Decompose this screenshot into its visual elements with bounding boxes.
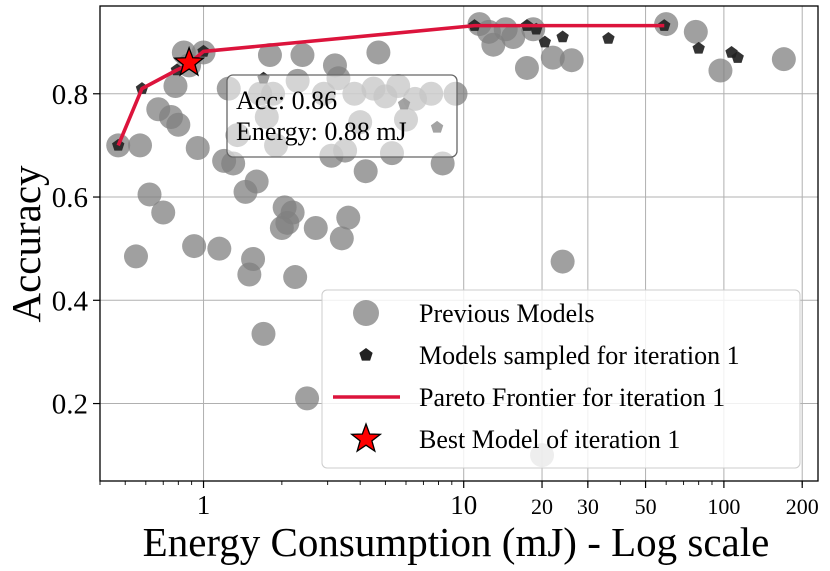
previous-model-point: [280, 200, 305, 225]
sampled-model-point: [538, 35, 551, 48]
legend-frontier-label: Pareto Frontier for iteration 1: [419, 383, 725, 412]
previous-model-point: [501, 24, 526, 49]
previous-model-point: [366, 40, 391, 65]
previous-model-point: [771, 47, 796, 72]
previous-model-point: [241, 246, 266, 271]
previous-model-point: [123, 244, 148, 269]
x-tick-label: 50: [635, 494, 657, 519]
previous-model-point: [708, 58, 733, 83]
y-tick-label: 0.6: [52, 182, 88, 214]
previous-model-point: [303, 216, 328, 241]
y-tick-label: 0.8: [52, 79, 88, 111]
previous-model-point: [182, 234, 207, 259]
x-tick-label: 1: [197, 490, 211, 520]
legend: Previous Models Models sampled for itera…: [321, 289, 801, 469]
previous-model-point: [166, 112, 191, 137]
x-tick-label: 20: [531, 494, 553, 519]
previous-model-point: [283, 265, 308, 290]
y-tick-label: 0.4: [52, 285, 89, 317]
sampled-model-point: [692, 41, 705, 54]
previous-model-point: [329, 226, 354, 251]
x-axis-label: Energy Consumption (mJ) - Log scale: [143, 519, 770, 565]
annotation-accuracy: Acc: 0.86: [236, 86, 337, 115]
previous-model-point: [290, 43, 315, 68]
best-model-annotation: Acc: 0.86 Energy: 0.88 mJ: [226, 74, 458, 158]
previous-model-point: [207, 236, 232, 261]
previous-model-point: [185, 135, 210, 160]
previous-model-point: [295, 386, 320, 411]
previous-models-layer: [106, 12, 796, 468]
plot-frame: [99, 5, 819, 482]
legend-previous-label: Previous Models: [419, 299, 595, 328]
y-axis-label: Accuracy: [3, 165, 49, 323]
x-tick-label: 200: [786, 494, 819, 519]
previous-model-point: [257, 43, 282, 68]
previous-model-point: [683, 19, 708, 44]
legend-sampled-label: Models sampled for iteration 1: [419, 341, 740, 370]
best-model-star: [173, 45, 206, 77]
y-tick-label: 0.2: [52, 389, 88, 421]
previous-model-point: [514, 55, 539, 80]
annotation-energy: Energy: 0.88 mJ: [236, 117, 407, 146]
previous-model-point: [128, 133, 153, 158]
x-tick-label: 30: [577, 494, 599, 519]
x-ticks: 1 10 20 30 50 100 200: [197, 481, 819, 520]
legend-best-marker: [349, 422, 383, 453]
previous-model-point: [550, 249, 575, 274]
best-model-layer: [173, 45, 206, 77]
previous-model-point: [251, 321, 276, 346]
legend-previous-marker: [353, 300, 379, 326]
annotation-box: [226, 74, 458, 158]
legend-best-label: Best Model of iteration 1: [419, 425, 680, 454]
previous-model-point: [151, 200, 176, 225]
sampled-model-point: [556, 30, 569, 43]
previous-model-point: [336, 205, 361, 230]
y-ticks: 0.2 0.4 0.6 0.8: [52, 79, 100, 421]
previous-model-point: [163, 74, 188, 99]
sampled-model-point: [602, 32, 615, 44]
previous-model-point: [540, 45, 565, 70]
previous-model-point: [559, 48, 584, 73]
previous-model-point: [137, 182, 162, 207]
previous-model-point: [353, 159, 378, 184]
previous-model-point: [244, 169, 269, 194]
sampled-model-point: [731, 51, 744, 63]
legend-box: [321, 289, 801, 469]
x-tick-label: 10: [450, 490, 477, 520]
x-tick-label: 100: [707, 494, 740, 519]
legend-sampled-marker: [359, 348, 373, 361]
